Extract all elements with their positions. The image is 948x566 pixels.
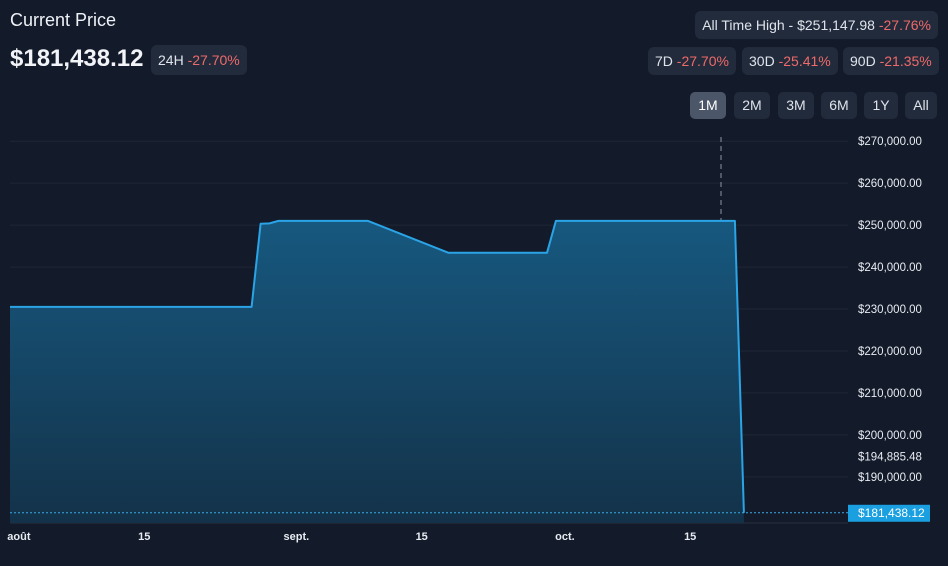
x-tick-label: août (7, 531, 31, 543)
period-90d-badge: 90D -21.35% (843, 47, 939, 75)
period-value: -21.35% (879, 53, 932, 69)
y-extra-label: $194,885.48 (858, 451, 922, 463)
y-tick-label: $200,000.00 (858, 430, 922, 442)
change-24h-label: 24H (158, 52, 184, 68)
all-time-high-badge: All Time High - $251,147.98 -27.76% (695, 11, 938, 39)
change-24h-badge: 24H -27.70% (151, 45, 247, 75)
range-3m-button[interactable]: 3M (778, 92, 814, 119)
period-7d-badge: 7D -27.70% (648, 47, 736, 75)
range-6m-button[interactable]: 6M (821, 92, 857, 119)
y-tick-label: $250,000.00 (858, 220, 922, 232)
period-label: 90D (850, 53, 876, 69)
period-30d-badge: 30D -25.41% (742, 47, 838, 75)
range-2m-button[interactable]: 2M (734, 92, 770, 119)
x-tick-label: 15 (416, 531, 428, 543)
period-value: -25.41% (778, 53, 831, 69)
current-price: $181,438.12 (10, 45, 144, 72)
change-24h-value: -27.70% (187, 52, 240, 68)
ath-label: All Time High - $251,147.98 (702, 17, 875, 33)
period-label: 7D (655, 53, 673, 69)
y-tick-label: $220,000.00 (858, 346, 922, 358)
range-1m-button[interactable]: 1M (690, 92, 726, 119)
series-line (10, 219, 745, 513)
x-tick-label: sept. (284, 531, 310, 543)
x-tick-label: oct. (555, 531, 575, 543)
y-tick-label: $190,000.00 (858, 472, 922, 484)
y-tick-label: $270,000.00 (858, 136, 922, 148)
y-tick-label: $240,000.00 (858, 262, 922, 274)
period-label: 30D (749, 53, 775, 69)
y-tick-label: $230,000.00 (858, 304, 922, 316)
y-tick-label: $260,000.00 (858, 178, 922, 190)
series-area (10, 220, 744, 523)
ath-change: -27.76% (878, 17, 931, 33)
current-price-label: $181,438.12 (858, 506, 925, 520)
range-1y-button[interactable]: 1Y (864, 92, 898, 119)
chart-title: Current Price (10, 10, 117, 30)
x-tick-label: 15 (138, 531, 150, 543)
range-all-button[interactable]: All (905, 92, 937, 119)
current-price-tag (848, 504, 930, 522)
y-tick-label: $210,000.00 (858, 388, 922, 400)
x-tick-label: 15 (684, 531, 696, 543)
period-value: -27.70% (676, 53, 729, 69)
